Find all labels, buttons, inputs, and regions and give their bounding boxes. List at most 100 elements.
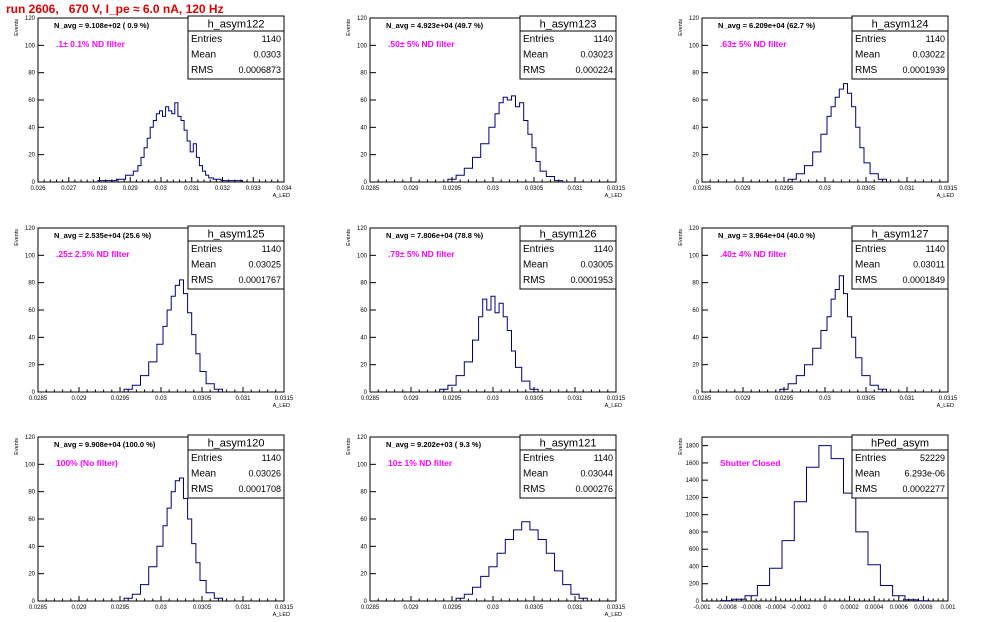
stats-box-frame [851, 434, 949, 499]
y-tick-label: 120 [357, 16, 368, 22]
stats-box-frame [519, 434, 617, 499]
histogram-panel: 0.0285 0.029 0.0295 0.03 0.0305 0.031 0.0315 0 2… [346, 225, 626, 409]
stats-label: Mean [855, 469, 880, 480]
y-tick-label: 0 [32, 599, 36, 605]
y-tick-label: 0 [32, 390, 36, 396]
stats-box: h_asym120 Entries 1140 Mean 0.03026 RMS 0.0001… [187, 434, 285, 499]
x-tick-label: 0.031 [235, 605, 251, 611]
histogram-panel: 0.0285 0.029 0.0295 0.03 0.0305 0.031 0.0315 0 2… [346, 434, 626, 618]
filter-label: .79± 5% ND filter [388, 249, 455, 259]
y-tick-label: 120 [25, 435, 36, 441]
histogram-panel: 0.026 0.027 0.028 0.029 0.03 0.031 0.032 0.033 0… [14, 15, 292, 199]
x-axis-label: A_LED [605, 612, 622, 618]
histogram-panel: 0.0285 0.029 0.0295 0.03 0.0305 0.031 0.0315 0 2… [678, 15, 958, 199]
y-tick-label: 20 [360, 153, 367, 159]
stats-label: RMS [855, 275, 878, 286]
y-tick-label: 0 [364, 599, 368, 605]
stats-label: Mean [855, 260, 880, 271]
x-tick-label: 0.0295 [111, 396, 130, 402]
x-tick-label: 0.029 [735, 396, 751, 402]
x-tick-label: 0.03 [155, 605, 167, 611]
y-tick-label: 1800 [686, 444, 700, 450]
y-tick-label: 80 [692, 281, 699, 287]
x-tick-label: 0.0305 [193, 396, 212, 402]
y-tick-label: 60 [360, 308, 367, 314]
histogram-panel: 0.0285 0.029 0.0295 0.03 0.0305 0.031 0.0315 0 2… [346, 15, 626, 199]
x-tick-label: 0.0285 [361, 396, 380, 402]
y-tick-label: 120 [357, 435, 368, 441]
y-axis-label: Events [346, 19, 352, 36]
stats-entries-value: 1140 [594, 34, 613, 44]
histogram-panel: 0.0285 0.029 0.0295 0.03 0.0305 0.031 0.0315 0 2… [678, 225, 958, 409]
x-tick-label: 0.03 [819, 396, 831, 402]
y-tick-label: 100 [357, 253, 368, 259]
x-tick-label: 0.033 [246, 186, 262, 192]
x-tick-label: 0.0295 [443, 186, 462, 192]
histogram-series [123, 279, 223, 392]
stats-entries-value: 1140 [262, 34, 281, 44]
x-tick-label: 0.0285 [361, 186, 380, 192]
y-tick-label: 0 [32, 180, 36, 186]
x-tick-label: 0.0004 [865, 605, 884, 611]
stats-mean-value: 0.03023 [580, 50, 613, 60]
x-tick-label: 0.03 [487, 605, 499, 611]
x-tick-label: 0.0295 [111, 605, 130, 611]
x-tick-label: 0.026 [30, 186, 46, 192]
stats-mean-value: 0.03011 [913, 260, 945, 270]
n-avg-label: N_avg = 9.908e+04 (100.0 %) [54, 440, 156, 449]
stats-label: RMS [191, 484, 214, 495]
stats-rms-value: 0.0001767 [238, 275, 281, 285]
x-tick-label: 0.029 [71, 605, 87, 611]
stats-rms-value: 0.0006873 [238, 65, 281, 75]
stats-label: Entries [191, 34, 222, 45]
x-tick-label: 0.032 [215, 186, 231, 192]
y-tick-label: 100 [689, 43, 700, 49]
x-tick-label: 0 [823, 605, 827, 611]
x-tick-label: 0.0008 [914, 605, 933, 611]
stats-mean-value: 0.03005 [580, 260, 613, 270]
stats-label: Entries [191, 244, 222, 255]
y-tick-label: 100 [25, 43, 36, 49]
x-tick-label: 0.0285 [29, 605, 48, 611]
y-tick-label: 40 [692, 125, 699, 131]
y-tick-label: 200 [689, 582, 700, 588]
y-tick-label: 120 [357, 226, 368, 232]
stats-mean-value: 0.0303 [253, 50, 281, 60]
y-tick-label: 1000 [686, 513, 700, 519]
stats-box: h_asym121 Entries 1140 Mean 0.03044 RMS 0.0002… [519, 434, 617, 499]
histogram-name: h_asym127 [872, 229, 929, 241]
y-tick-label: 60 [28, 98, 35, 104]
stats-label: Mean [191, 50, 216, 61]
y-tick-label: 100 [357, 43, 368, 49]
stats-box: hPed_asym Entries 52229 Mean 6.293e-06 RMS 0.0… [851, 434, 949, 499]
histogram-name: h_asym126 [540, 229, 597, 241]
stats-entries-value: 1140 [262, 453, 281, 463]
x-tick-label: 0.031 [567, 186, 583, 192]
stats-label: Mean [855, 50, 880, 61]
filter-label: .50± 5% ND filter [388, 39, 455, 49]
y-tick-label: 20 [28, 363, 35, 369]
stats-label: Entries [855, 453, 886, 464]
filter-label: .40± 4% ND filter [720, 249, 787, 259]
stats-label: Mean [191, 260, 216, 271]
stats-entries-value: 1140 [594, 453, 613, 463]
y-tick-label: 60 [28, 308, 35, 314]
x-tick-label: 0.034 [276, 186, 292, 192]
stats-rms-value: 0.0001939 [902, 65, 945, 75]
y-tick-label: 0 [364, 180, 368, 186]
y-tick-label: 0 [696, 390, 700, 396]
histogram-name: h_asym123 [540, 19, 597, 31]
histogram-panel: 0.0285 0.029 0.0295 0.03 0.0305 0.031 0.0315 0 2… [14, 434, 294, 618]
x-tick-label: 0.0315 [607, 605, 626, 611]
y-tick-label: 400 [689, 564, 700, 570]
histogram-series [455, 521, 588, 601]
y-tick-label: 80 [692, 71, 699, 77]
stats-label: Mean [523, 260, 548, 271]
x-tick-label: 0.028 [92, 186, 108, 192]
x-tick-label: 0.031 [235, 396, 251, 402]
x-tick-label: 0.029 [403, 186, 419, 192]
filter-label: .25± 2.5% ND filter [56, 249, 130, 259]
stats-rms-value: 0.0001953 [570, 275, 613, 285]
filter-label: 10± 1% ND filter [388, 458, 453, 468]
